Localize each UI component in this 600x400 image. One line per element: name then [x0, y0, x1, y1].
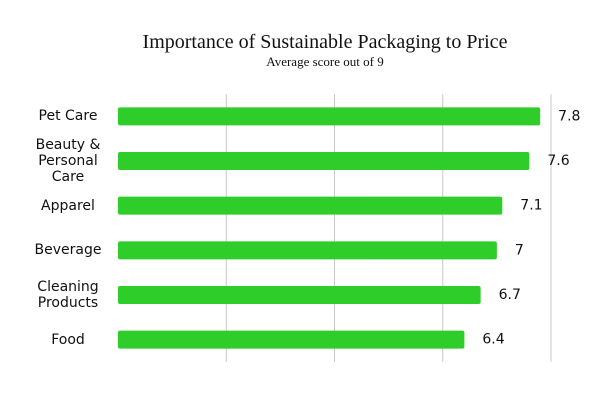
value-label: 7.6 — [547, 153, 569, 169]
category-label: Cleaning Products — [37, 279, 99, 311]
bar — [118, 241, 497, 260]
bar — [118, 196, 503, 215]
bar — [118, 107, 541, 126]
value-label: 6.4 — [482, 332, 504, 348]
value-label: 6.7 — [499, 287, 521, 303]
category-label: Food — [51, 331, 85, 348]
bar — [118, 152, 530, 170]
category-label: Apparel — [41, 197, 95, 214]
bar — [118, 330, 465, 349]
value-label: 7.8 — [558, 108, 580, 124]
bar — [118, 286, 481, 304]
chart-title: Importance of Sustainable Packaging to P… — [143, 31, 508, 53]
value-label: 7 — [515, 242, 524, 258]
category-label: Pet Care — [38, 108, 98, 125]
category-label: Beverage — [34, 242, 102, 259]
chart-subtitle: Average score out of 9 — [266, 54, 383, 69]
category-label: Beauty & Personal Care — [35, 137, 101, 185]
value-label: 7.1 — [520, 198, 542, 214]
